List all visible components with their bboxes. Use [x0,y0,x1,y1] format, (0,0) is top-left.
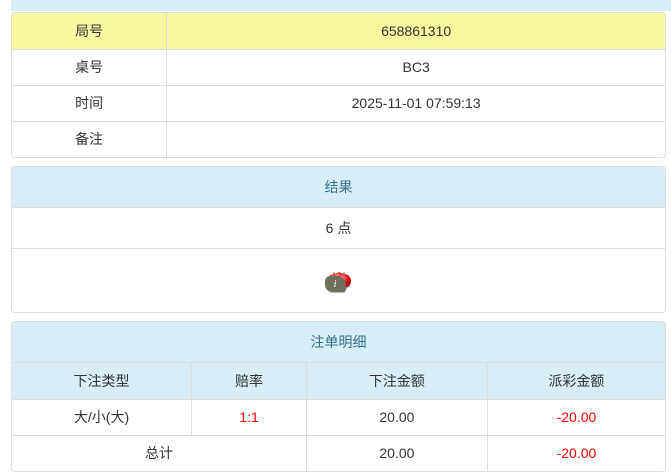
table-number-value: BC3 [166,48,665,85]
bet-details-panel: 注单明细 下注类型 赔率 下注金额 派彩金额 大/小(大) 1:1 20.00 … [11,321,666,472]
column-header-bet-type: 下注类型 [12,363,192,399]
die-1-wrapper: i [324,271,346,292]
total-payout: -20.00 [486,434,665,471]
column-header-bet-amount: 下注金额 [305,363,488,399]
result-panel-title: 结果 [12,167,665,208]
game-id-label: 局号 [12,13,168,49]
result-panel: 结果 6 点 i [11,166,666,313]
table-number-label: 桌号 [12,48,168,85]
column-header-payout: 派彩金额 [486,363,665,399]
game-info-table: 局号 658861310 桌号 BC3 时间 2025-11-01 07:59:… [12,13,665,157]
remark-value [166,120,665,157]
bet-type-value: 大/小(大) [12,398,192,435]
info-icon[interactable]: i [324,275,346,292]
remark-label: 备注 [12,120,168,157]
bet-details-table: 下注类型 赔率 下注金额 派彩金额 大/小(大) 1:1 20.00 -20.0… [12,363,665,471]
total-bet-amount: 20.00 [305,434,488,471]
time-label: 时间 [12,84,168,121]
cropped-header-bar [11,0,671,11]
total-label: 总计 [12,434,307,471]
total-row: 总计 20.00 -20.00 [12,434,665,471]
table-row-table-number: 桌号 BC3 [12,48,665,85]
bet-table-header-row: 下注类型 赔率 下注金额 派彩金额 [12,363,665,399]
bet-details-title: 注单明细 [12,322,665,363]
page-content: 局号 658861310 桌号 BC3 时间 2025-11-01 07:59:… [11,12,666,472]
table-row-game-id: 局号 658861310 [12,13,665,49]
game-info-panel: 局号 658861310 桌号 BC3 时间 2025-11-01 07:59:… [11,12,666,158]
game-id-value: 658861310 [166,13,665,49]
table-row-time: 时间 2025-11-01 07:59:13 [12,84,665,121]
result-points: 6 点 [12,208,665,249]
bet-amount-value: 20.00 [305,398,488,435]
odds-value: 1:1 [191,398,307,435]
bet-row: 大/小(大) 1:1 20.00 -20.00 [12,398,665,435]
column-header-odds: 赔率 [191,363,307,399]
dice-row: i [12,249,665,312]
payout-value: -20.00 [486,398,665,435]
time-value: 2025-11-01 07:59:13 [166,84,665,121]
table-row-remark: 备注 [12,120,665,157]
